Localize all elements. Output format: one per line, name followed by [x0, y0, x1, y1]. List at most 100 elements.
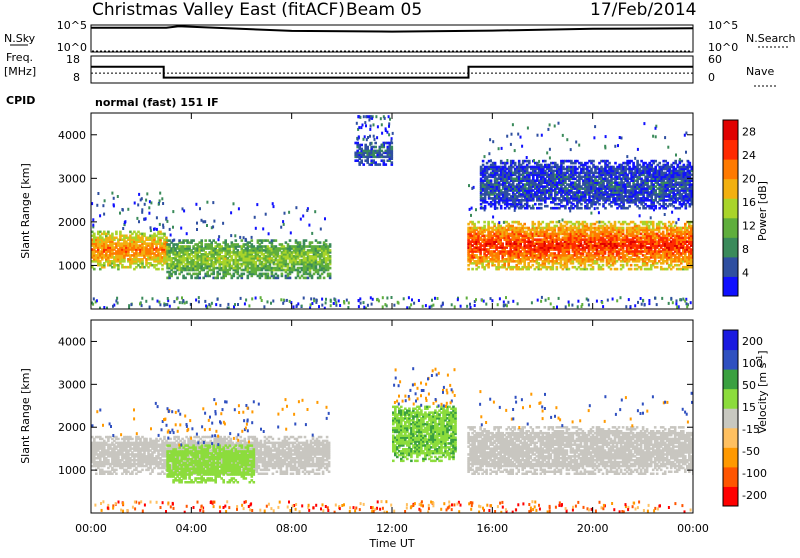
power-cell	[506, 162, 509, 165]
power-cell	[602, 268, 605, 271]
power-speckle	[256, 203, 258, 206]
power-cell	[487, 221, 490, 224]
power-speckle	[503, 221, 505, 224]
power-speckle	[148, 212, 150, 215]
power-speckle	[199, 207, 201, 210]
power-cell	[602, 264, 605, 267]
power-speckle	[388, 133, 390, 136]
power-speckle	[113, 197, 115, 200]
power-speckle	[306, 209, 308, 212]
power-cell	[483, 225, 486, 228]
power-speckle	[664, 213, 666, 216]
power-speckle	[370, 115, 372, 118]
power-cell	[622, 227, 625, 230]
power-speckle	[196, 228, 198, 231]
power-cell	[374, 142, 377, 145]
power-cell	[188, 245, 191, 248]
power-cell	[323, 277, 326, 280]
power-speckle	[183, 209, 185, 212]
power-cell	[540, 207, 543, 210]
power-speckle	[470, 214, 472, 217]
power-speckle	[146, 192, 148, 195]
power-speckle	[172, 226, 174, 229]
power-speckle	[202, 220, 204, 223]
power-speckle	[356, 122, 358, 125]
power-speckle	[374, 138, 376, 141]
power-speckle	[158, 203, 160, 206]
power-speckle	[386, 131, 388, 134]
power-speckle	[206, 224, 208, 227]
power-cell	[379, 163, 382, 166]
station-title: Christmas Valley East (fitACF)	[92, 0, 345, 20]
power-speckle	[382, 143, 384, 146]
power-cell	[281, 273, 284, 276]
power-cell	[490, 179, 493, 182]
power-speckle	[186, 232, 188, 235]
power-speckle	[230, 211, 232, 214]
power-cell	[544, 160, 547, 163]
power-speckle	[314, 210, 316, 213]
power-speckle	[239, 236, 241, 239]
freq-right-label: Nave	[746, 65, 774, 78]
power-speckle	[222, 222, 224, 225]
power-speckle	[598, 221, 600, 224]
power-speckle	[255, 227, 257, 230]
power-cell	[568, 268, 571, 271]
power-speckle	[370, 125, 372, 128]
power-speckle	[162, 224, 164, 227]
power-speckle	[169, 228, 171, 231]
power-speckle	[141, 208, 143, 211]
power-speckle	[96, 204, 98, 207]
power-cell	[542, 221, 545, 224]
power-cell	[143, 233, 146, 236]
date-label: 17/Feb/2014	[590, 0, 696, 20]
power-cell	[275, 239, 278, 242]
power-speckle	[590, 212, 592, 215]
power-cell	[176, 277, 179, 280]
power-speckle	[138, 193, 140, 196]
power-speckle	[127, 208, 129, 211]
power-cell	[311, 241, 314, 244]
power-speckle	[324, 217, 326, 220]
power-cell	[319, 241, 322, 244]
power-cell	[93, 233, 96, 236]
power-cell	[477, 266, 480, 269]
power-speckle	[369, 128, 371, 131]
power-speckle	[284, 212, 286, 215]
power-speckle	[218, 235, 220, 238]
power-cell	[115, 231, 118, 234]
power-cell	[93, 268, 96, 271]
power-cell	[163, 233, 166, 236]
power-speckle	[156, 228, 158, 231]
power-speckle	[201, 219, 203, 222]
power-speckle	[124, 220, 126, 223]
power-speckle	[469, 208, 471, 211]
power-speckle	[357, 138, 359, 141]
power-cell	[224, 239, 227, 242]
sky-left-label: N.Sky	[4, 32, 36, 45]
power-speckle	[380, 117, 382, 120]
power-cell	[664, 223, 667, 226]
power-speckle	[262, 227, 264, 230]
power-cell	[483, 221, 486, 224]
power-cell	[586, 268, 589, 271]
power-speckle	[162, 202, 164, 205]
power-cell	[192, 239, 195, 242]
power-speckle	[104, 199, 106, 202]
power-cell	[484, 205, 487, 208]
power-cell	[652, 221, 655, 224]
power-cell	[198, 277, 201, 280]
power-speckle	[471, 187, 473, 190]
power-speckle	[594, 207, 596, 210]
sky-left-tick-top: 10^5	[57, 19, 87, 32]
power-speckle	[475, 208, 477, 211]
power-speckle	[144, 203, 146, 206]
power-cell	[596, 221, 599, 224]
power-speckle	[150, 201, 152, 204]
power-speckle	[381, 132, 383, 135]
power-cell	[552, 221, 555, 224]
power-speckle	[368, 115, 370, 118]
power-speckle	[392, 132, 394, 135]
power-speckle	[122, 209, 124, 212]
power-cell	[482, 160, 485, 163]
